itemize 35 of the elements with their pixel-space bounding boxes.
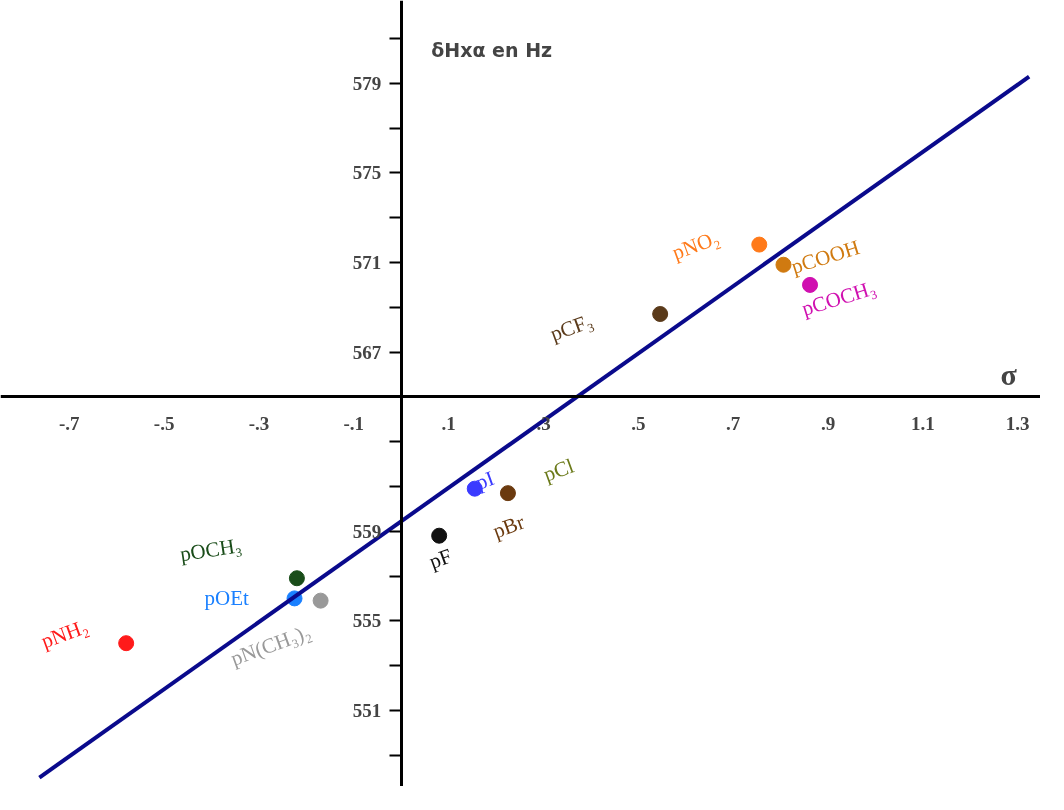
point: [775, 256, 792, 273]
y-tick-label: 571: [352, 252, 382, 273]
point: [499, 485, 516, 502]
x-tick-label: .5: [631, 412, 646, 434]
x-tick-label: .7: [726, 412, 741, 434]
x-tick-label: -.5: [153, 412, 175, 434]
point: [312, 592, 329, 609]
text: pBr: [489, 509, 528, 544]
x-tick-label: -.1: [343, 412, 365, 434]
point: [118, 635, 135, 652]
x-tick-label: 1.1: [911, 412, 935, 434]
text: pCF₃: [546, 308, 597, 346]
x-axis-title: σ: [1000, 357, 1018, 391]
x-tick-label: 1.3: [1005, 412, 1030, 434]
x-tick-label: .9: [820, 412, 836, 434]
text: pNO₂: [669, 225, 723, 265]
text: pOCH₃: [178, 533, 244, 567]
y-tick-label: 567: [352, 341, 382, 363]
text: pF: [425, 543, 456, 574]
point: [751, 236, 768, 253]
y-tick-label: 555: [352, 610, 382, 632]
y-tick-label: 579: [352, 72, 382, 94]
y-tick-label: 575: [352, 162, 382, 184]
point: [431, 527, 448, 544]
point: [288, 570, 305, 587]
x-tick-label: -.3: [248, 412, 270, 434]
x-tick-label: -.7: [58, 412, 81, 434]
text: pNH₂: [37, 614, 92, 654]
series-label: pOEt: [204, 586, 250, 611]
y-tick-label: 559: [352, 520, 382, 542]
y-tick-label: 551: [352, 699, 382, 721]
x-tick-label: .1: [441, 412, 456, 434]
y-axis-title: δHxα en Hz: [431, 38, 553, 61]
annotation: pCl: [540, 453, 578, 487]
point: [652, 306, 669, 322]
